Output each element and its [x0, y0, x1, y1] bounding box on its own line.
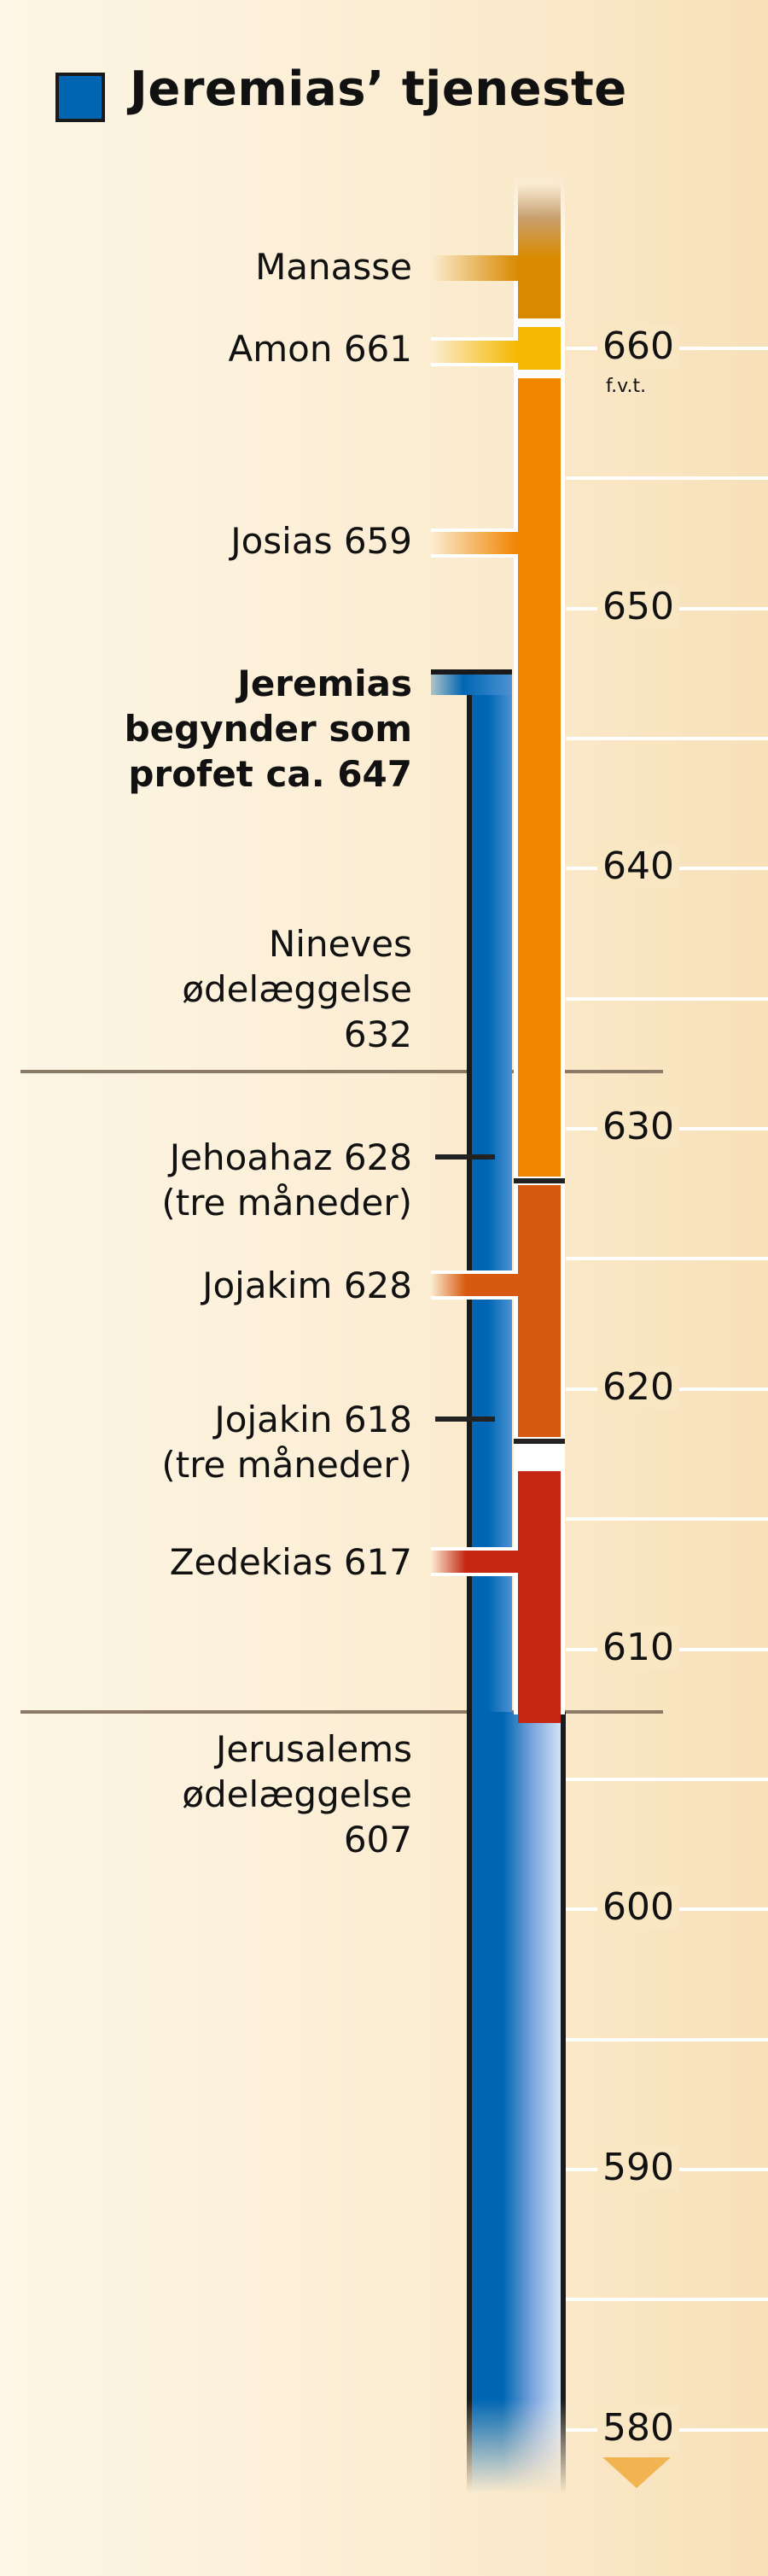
label-line: (tre måneder): [161, 1444, 412, 1486]
reign-segment: [514, 1178, 565, 1184]
reign-segment: [518, 1185, 561, 1437]
stub-amon: [431, 337, 518, 366]
page-title: Jeremias’ tjeneste: [130, 61, 627, 117]
stub-manasse: [431, 255, 518, 281]
label-nineve: Nineves ødelæggelse 632: [182, 921, 412, 1057]
reign-segment: [518, 184, 561, 318]
jeremiah-bar-cap: [431, 669, 512, 695]
label-josias: Josias 659: [230, 520, 412, 562]
tick-line: [566, 476, 768, 481]
label-manasse: Manasse: [255, 246, 412, 288]
legend-swatch: [55, 73, 105, 122]
tick-line: [566, 1257, 768, 1261]
marker-jojakin: [435, 1417, 495, 1422]
label-line: profet ca. 647: [128, 753, 412, 795]
label-jehoahaz: Jehoahaz 628 (tre måneder): [161, 1135, 412, 1225]
tick-line: [566, 1517, 768, 1522]
tick-label: 630: [597, 1106, 679, 1149]
tick-label: 620: [597, 1365, 679, 1409]
label-line: ødelæggelse: [182, 1773, 412, 1815]
jeremiah-ministry-bar: [467, 669, 512, 1715]
stub-josias: [431, 529, 518, 558]
tick-label: 640: [597, 845, 679, 889]
label-line: begynder som: [124, 708, 412, 750]
label-line: ødelæggelse: [182, 968, 412, 1010]
label-zedekias: Zedekias 617: [169, 1541, 412, 1583]
label-line: Jehoahaz 628: [169, 1136, 412, 1178]
jeremiah-bar-lower: [467, 1712, 566, 2493]
continue-arrow-icon: [602, 2457, 671, 2488]
label-line: 632: [343, 1013, 412, 1055]
stub-jojakim: [431, 1270, 518, 1300]
label-line: 607: [343, 1819, 412, 1860]
reign-segment: [518, 1471, 561, 1723]
tick-line: [566, 737, 768, 741]
label-jeremias: Jeremias begynder som profet ca. 647: [125, 661, 412, 797]
label-line: (tre måneder): [161, 1182, 412, 1224]
reign-segment: [514, 1438, 565, 1444]
tick-label: 660: [597, 325, 679, 368]
label-line: Jeremias: [237, 663, 412, 704]
tick-line: [566, 1777, 768, 1781]
tick-label: 610: [597, 1626, 679, 1669]
separator-jerusalem: [20, 1710, 663, 1714]
label-amon: Amon 661: [228, 328, 412, 370]
reign-segment: [518, 326, 561, 371]
stub-zedekias: [431, 1547, 518, 1576]
label-jojakim: Jojakim 628: [202, 1265, 412, 1306]
axis-unit: f.v.t.: [606, 376, 647, 397]
tick-label: 600: [597, 1886, 679, 1930]
reign-segment: [518, 378, 561, 1177]
label-line: Jojakin 618: [214, 1399, 412, 1440]
tick-label: 650: [597, 585, 679, 628]
label-jojakin: Jojakin 618 (tre måneder): [161, 1397, 412, 1487]
label-line: Nineves: [268, 923, 412, 965]
tick-line: [566, 2037, 768, 2042]
separator-nineve: [20, 1070, 663, 1073]
tick-line: [566, 996, 768, 1001]
label-jerusalem: Jerusalems ødelæggelse 607: [182, 1726, 412, 1862]
marker-jehoahaz: [435, 1154, 495, 1159]
tick-line: [566, 2298, 768, 2302]
label-line: Jerusalems: [215, 1728, 412, 1770]
tick-label: 590: [597, 2146, 679, 2189]
tick-label: 580: [597, 2406, 679, 2450]
